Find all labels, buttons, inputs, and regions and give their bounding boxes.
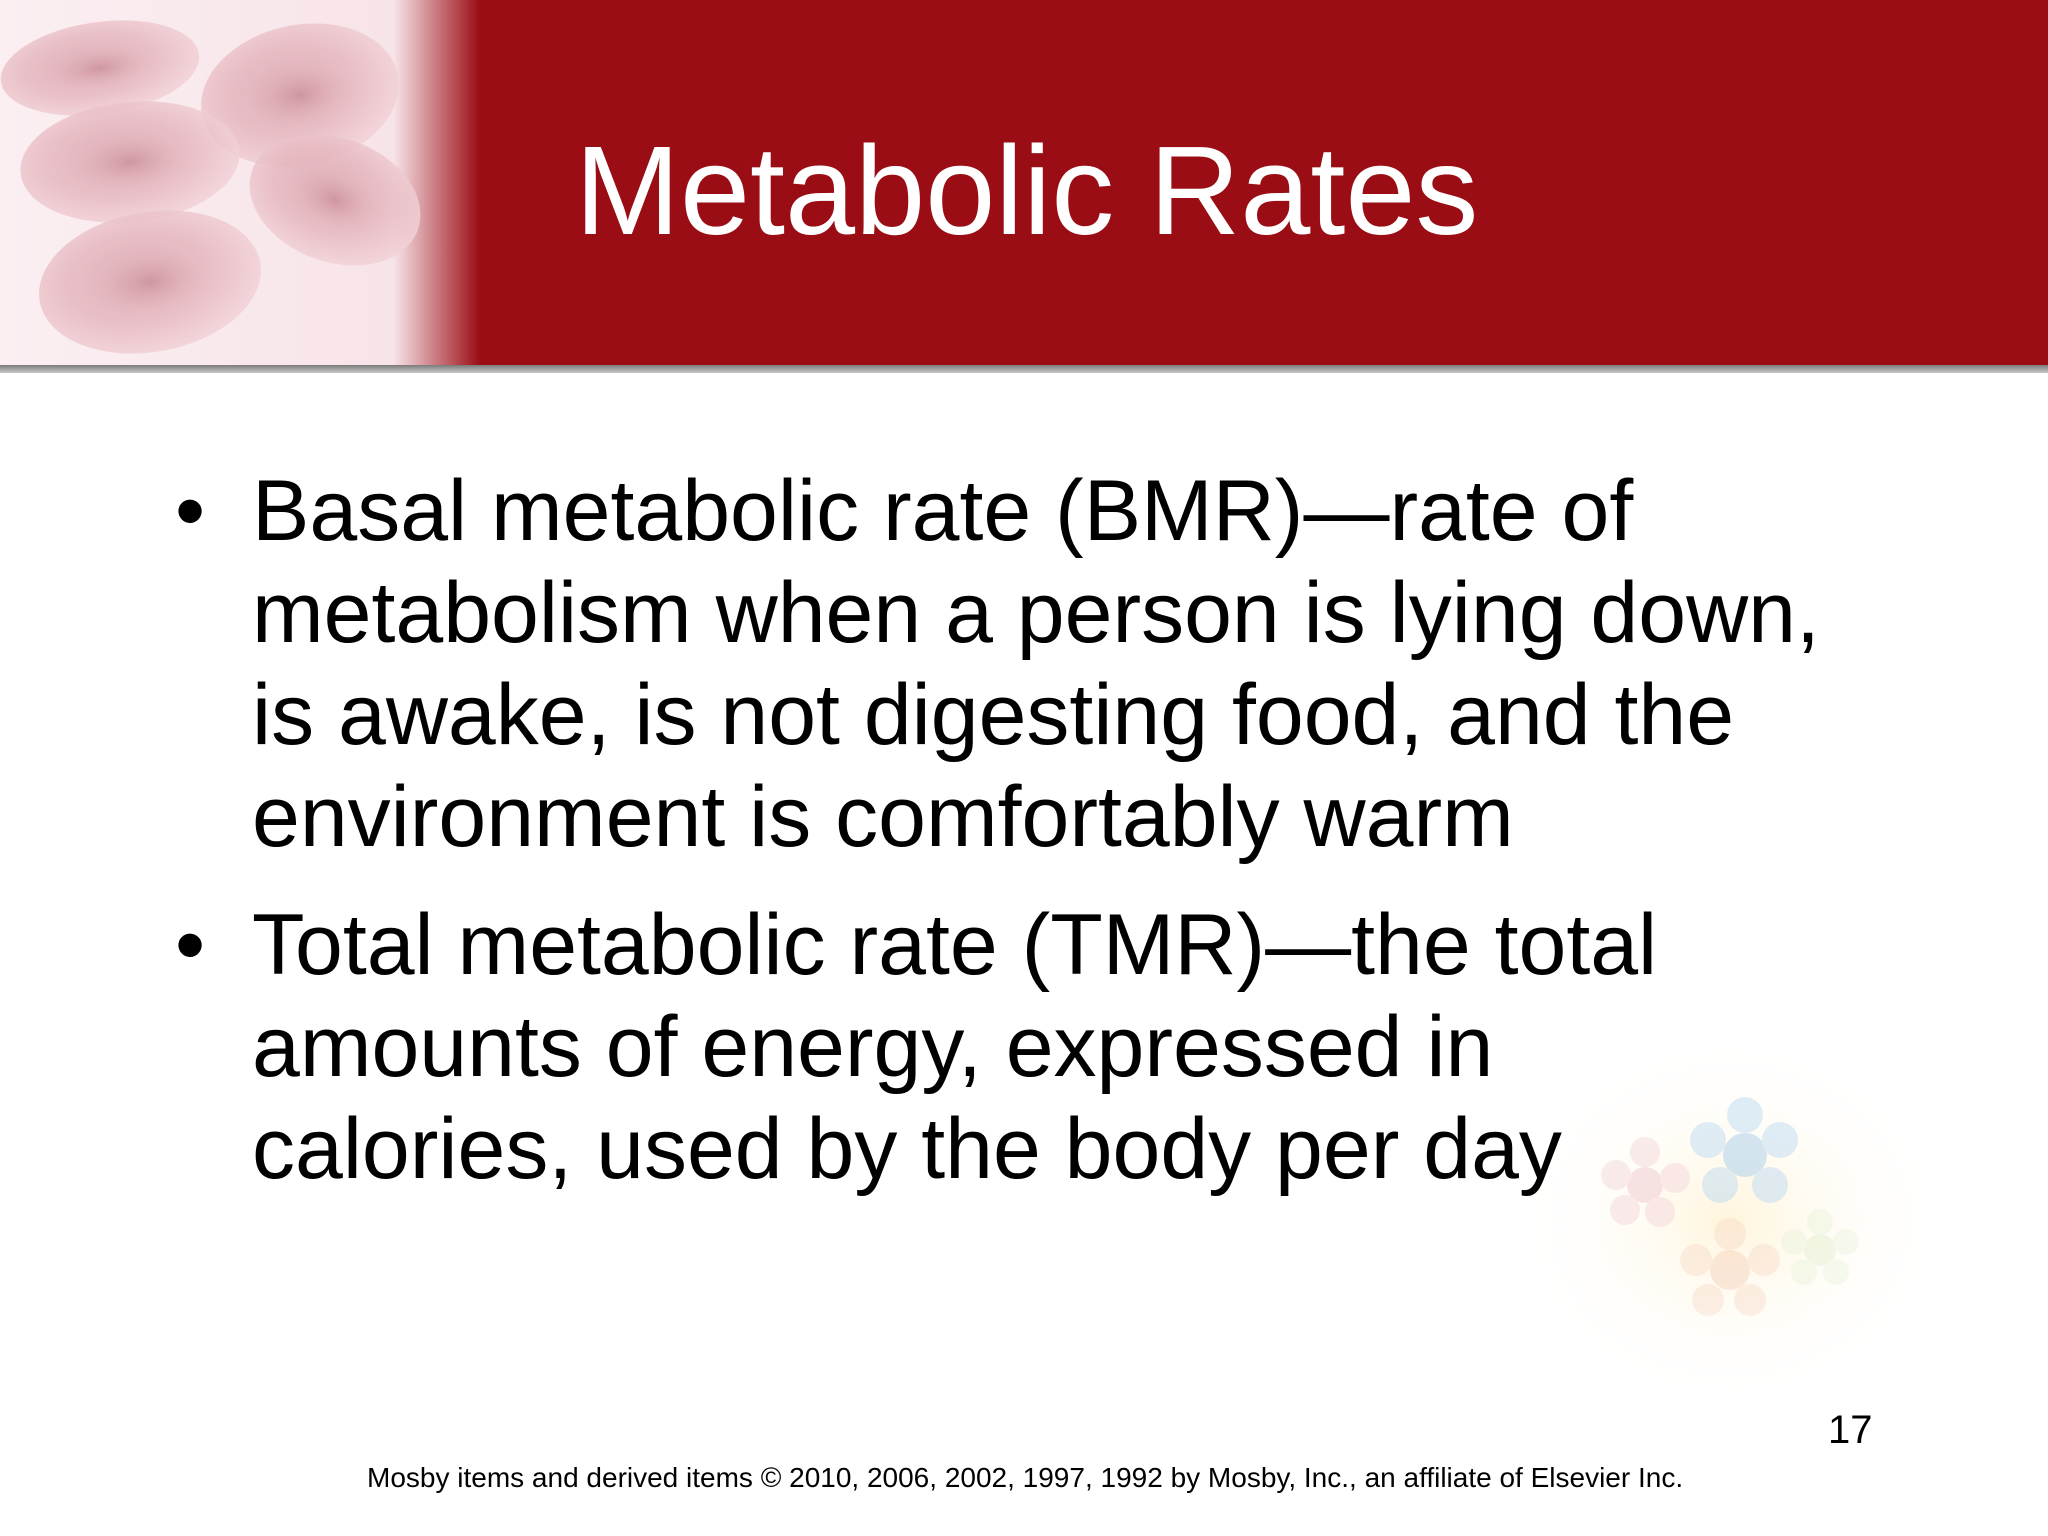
bullet-list: • Basal metabolic rate (BMR)—rate of met… — [175, 460, 1825, 1226]
cell-shape — [201, 23, 399, 167]
copyright-footer: Mosby items and derived items © 2010, 20… — [367, 1462, 1684, 1493]
bullet-item: • Total metabolic rate (TMR)—the total a… — [175, 894, 1825, 1200]
bullet-marker: • — [175, 897, 206, 993]
bullet-text: Basal metabolic rate (BMR)—rate of metab… — [252, 463, 1820, 865]
slide-title: Metabolic Rates — [575, 120, 1479, 261]
bullet-marker: • — [175, 463, 206, 559]
faded-flowers-decoration — [1510, 1030, 1940, 1410]
flower-shape — [1690, 1097, 1798, 1203]
flower-shape — [1601, 1137, 1690, 1227]
red-blood-cells-illustration — [0, 0, 480, 365]
bullet-item: • Basal metabolic rate (BMR)—rate of met… — [175, 460, 1825, 868]
cell-shape — [0, 20, 200, 116]
header-divider — [0, 365, 2048, 373]
page-number: 17 — [1828, 1408, 1873, 1452]
flower-shape — [1680, 1218, 1780, 1316]
cell-shape — [249, 134, 421, 266]
bullet-text: Total metabolic rate (TMR)—the total amo… — [252, 897, 1658, 1197]
cell-shape — [20, 101, 240, 223]
cell-shape — [39, 210, 261, 354]
flower-shape — [1781, 1209, 1859, 1285]
